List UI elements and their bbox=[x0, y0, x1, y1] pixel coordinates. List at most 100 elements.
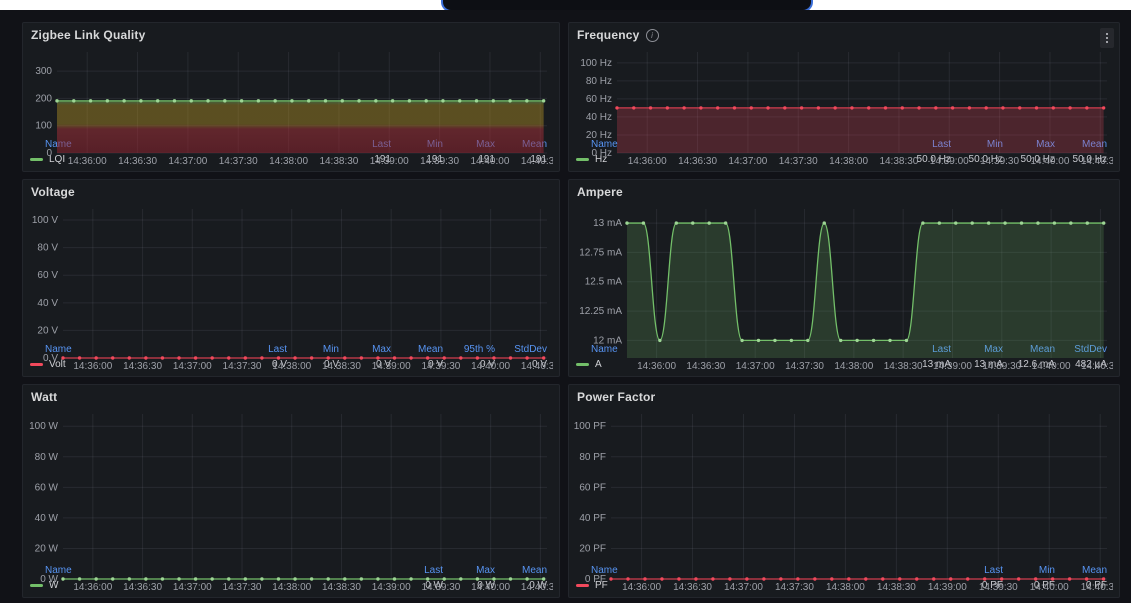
svg-text:14:39:00: 14:39:00 bbox=[933, 361, 972, 372]
svg-text:100 W: 100 W bbox=[29, 421, 58, 432]
svg-text:14:39:00: 14:39:00 bbox=[928, 582, 967, 593]
svg-text:80 V: 80 V bbox=[37, 243, 58, 254]
series-color-swatch[interactable] bbox=[576, 584, 589, 587]
series-label[interactable]: Volt bbox=[49, 358, 66, 370]
panel-title[interactable]: Frequency bbox=[577, 28, 640, 42]
svg-text:14:38:30: 14:38:30 bbox=[322, 582, 361, 593]
series-color-swatch[interactable] bbox=[30, 363, 43, 366]
legend-stat-header[interactable]: Mean bbox=[417, 343, 443, 355]
svg-text:14:38:30: 14:38:30 bbox=[319, 156, 358, 167]
legend-stat-header[interactable]: Mean bbox=[1055, 139, 1107, 150]
legend-stat-value: 0 PF bbox=[1033, 579, 1055, 591]
svg-text:60 V: 60 V bbox=[37, 270, 58, 281]
legend-stat-header[interactable]: Max bbox=[372, 343, 391, 355]
legend-stat-value: 13 mA bbox=[922, 358, 951, 370]
series-label[interactable]: A bbox=[595, 358, 602, 370]
svg-text:14:37:30: 14:37:30 bbox=[223, 361, 262, 372]
panel-zigbee-link-quality: Zigbee Link Quality 0 100 200 300 14:36:00 14… bbox=[22, 22, 560, 172]
legend-stat-value: 0 V bbox=[531, 358, 547, 370]
legend-stat-header[interactable]: Last bbox=[899, 344, 951, 355]
omnibox-focus-ring[interactable] bbox=[441, 0, 813, 10]
legend-stat-header[interactable]: Last bbox=[984, 564, 1003, 576]
svg-text:14:37:00: 14:37:00 bbox=[173, 582, 212, 593]
series-color-swatch[interactable] bbox=[576, 158, 589, 161]
legend-stat-value: 482 µA bbox=[1075, 358, 1107, 370]
frequency-chart-canvas[interactable]: 0 Hz 20 Hz 40 Hz 60 Hz 80 Hz 100 Hz 14:36:00 14… bbox=[571, 47, 1113, 167]
legend-stat-header[interactable]: Max bbox=[1003, 139, 1055, 150]
panel-title[interactable]: Power Factor bbox=[577, 390, 656, 404]
legend-stat-value: 191 bbox=[426, 153, 443, 165]
svg-text:12.25 mA: 12.25 mA bbox=[579, 306, 622, 317]
legend-stat-header[interactable]: Min bbox=[322, 343, 339, 355]
legend-stat-header[interactable]: Mean bbox=[1081, 564, 1107, 576]
series-color-swatch[interactable] bbox=[30, 584, 43, 587]
legend-stat-header[interactable]: Last bbox=[424, 564, 443, 576]
series-label[interactable]: PF bbox=[595, 579, 608, 591]
power-factor-chart-canvas[interactable]: 0 PF 20 PF 40 PF 60 PF 80 PF 100 PF 14:36:00 14… bbox=[571, 409, 1113, 593]
series-color-swatch[interactable] bbox=[30, 158, 43, 161]
svg-text:14:40:30: 14:40:30 bbox=[521, 582, 553, 593]
panel-title[interactable]: Watt bbox=[31, 390, 58, 404]
svg-text:80 W: 80 W bbox=[35, 452, 59, 463]
legend-stat-header[interactable]: Min bbox=[1038, 564, 1055, 576]
series-label[interactable]: Hz bbox=[595, 153, 608, 165]
svg-text:14:39:00: 14:39:00 bbox=[930, 156, 969, 167]
svg-text:14:40:30: 14:40:30 bbox=[1081, 361, 1113, 372]
voltage-chart-canvas[interactable]: 0 V 20 V 40 V 60 V 80 V 100 V 14:36:00 14:36:30… bbox=[25, 204, 553, 372]
svg-text:14:38:00: 14:38:00 bbox=[272, 582, 311, 593]
zigbee-chart-canvas[interactable]: 0 100 200 300 14:36:00 14:36:30 14:37:00 14:37:… bbox=[25, 47, 553, 167]
svg-text:14:38:00: 14:38:00 bbox=[272, 361, 311, 372]
legend-stat-header[interactable]: Max bbox=[951, 344, 1003, 355]
panel-header: Voltage bbox=[23, 180, 559, 204]
svg-text:0 PF: 0 PF bbox=[585, 574, 606, 585]
legend-name-header[interactable]: Name bbox=[591, 343, 618, 355]
legend-name-header[interactable]: Name bbox=[45, 564, 72, 576]
page-bottom-margin bbox=[0, 603, 1131, 611]
svg-text:20 V: 20 V bbox=[37, 325, 58, 336]
legend-stat-value: 191 bbox=[478, 153, 495, 165]
legend-stat-header[interactable]: StdDev bbox=[1055, 344, 1107, 355]
svg-text:14:36:00: 14:36:00 bbox=[637, 361, 676, 372]
series-color-swatch[interactable] bbox=[576, 363, 589, 366]
legend-stat-value: 50.0 Hz bbox=[1072, 153, 1107, 165]
panel-menu-kebab-icon[interactable] bbox=[1100, 28, 1114, 48]
legend-stat-header[interactable]: 95th % bbox=[463, 343, 495, 355]
legend-stat-header[interactable]: Max bbox=[476, 564, 495, 576]
svg-text:13 mA: 13 mA bbox=[593, 218, 622, 229]
legend-stat-value: 0 V bbox=[479, 358, 495, 370]
svg-text:20 Hz: 20 Hz bbox=[586, 130, 612, 141]
legend-stat-header[interactable]: Min bbox=[951, 139, 1003, 150]
legend-name-header[interactable]: Name bbox=[45, 343, 72, 355]
legend-stat-header[interactable]: Mean bbox=[1003, 344, 1055, 355]
ampere-chart-canvas[interactable]: 12 mA 12.25 mA 12.5 mA 12.75 mA 13 mA 14:36:0… bbox=[571, 204, 1113, 372]
panel-frequency: Frequency i 0 Hz 20 Hz 40 Hz 60 Hz 80 Hz 100 … bbox=[568, 22, 1120, 172]
svg-text:14:36:00: 14:36:00 bbox=[73, 582, 112, 593]
ampere-legend: Name LastMaxMeanStdDev A 13 mA 13 mA 12.6 … bbox=[569, 343, 1119, 376]
svg-text:20 W: 20 W bbox=[35, 543, 59, 554]
legend-stat-header[interactable]: Last bbox=[268, 343, 287, 355]
svg-text:14:40:00: 14:40:00 bbox=[471, 361, 510, 372]
legend-series-row: A 13 mA 13 mA 12.6 mA 482 µA bbox=[569, 356, 1107, 373]
svg-text:100 PF: 100 PF bbox=[574, 421, 606, 432]
legend-stat-header[interactable]: Mean bbox=[521, 564, 547, 576]
svg-text:100: 100 bbox=[35, 121, 52, 132]
panel-title[interactable]: Voltage bbox=[31, 185, 75, 199]
legend-name-header[interactable]: Name bbox=[591, 564, 618, 576]
legend-stat-header[interactable]: Last bbox=[899, 139, 951, 150]
series-label[interactable]: LQI bbox=[49, 153, 66, 165]
svg-text:14:37:30: 14:37:30 bbox=[775, 582, 814, 593]
svg-text:60 PF: 60 PF bbox=[579, 482, 606, 493]
svg-text:14:39:00: 14:39:00 bbox=[370, 156, 409, 167]
watt-chart-canvas[interactable]: 0 W 20 W 40 W 60 W 80 W 100 W 14:36:00 14:36:30… bbox=[25, 409, 553, 593]
power-factor-legend: Name Last Min Mean PF 0 PF 0 PF 0 PF bbox=[569, 564, 1119, 597]
svg-text:60 Hz: 60 Hz bbox=[586, 94, 612, 105]
series-label[interactable]: W bbox=[49, 579, 59, 591]
legend-stat-header[interactable]: StdDev bbox=[514, 343, 547, 355]
panel-voltage: Voltage 0 V 20 V 40 V 60 V 80 V 100 V 14:36:00… bbox=[22, 179, 560, 377]
panel-title[interactable]: Ampere bbox=[577, 185, 623, 199]
svg-text:12.5 mA: 12.5 mA bbox=[585, 277, 623, 288]
svg-text:14:37:30: 14:37:30 bbox=[779, 156, 818, 167]
info-icon[interactable]: i bbox=[645, 28, 659, 42]
panel-title[interactable]: Zigbee Link Quality bbox=[31, 28, 146, 42]
legend-name-header[interactable]: Name bbox=[591, 138, 618, 150]
